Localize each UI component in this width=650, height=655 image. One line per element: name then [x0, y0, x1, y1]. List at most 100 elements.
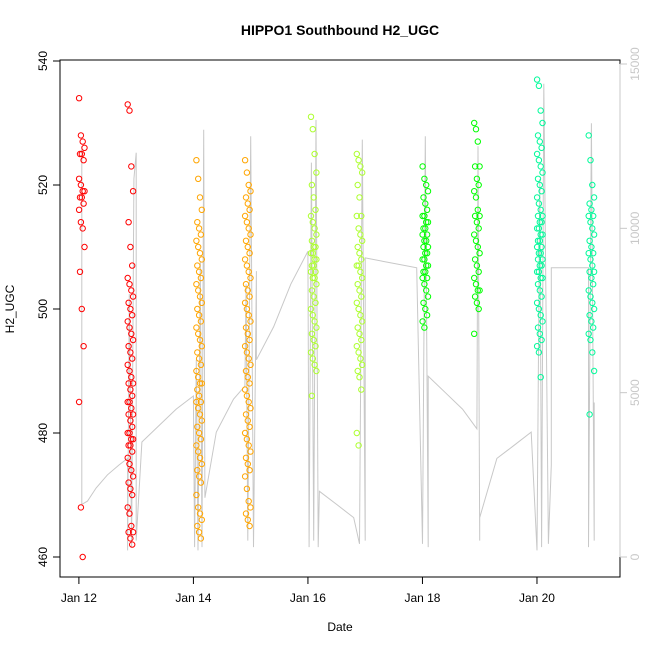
data-point	[307, 349, 315, 356]
data-point	[81, 243, 88, 251]
data-point	[588, 318, 595, 325]
data-point	[533, 150, 541, 158]
data-point	[589, 349, 596, 356]
data-point	[195, 405, 202, 412]
data-point	[536, 219, 543, 226]
data-point	[536, 138, 543, 145]
data-point	[193, 237, 200, 245]
data-point	[195, 429, 203, 437]
data-point	[242, 324, 250, 331]
data-point	[246, 206, 253, 214]
data-point	[78, 150, 86, 158]
data-point	[419, 212, 426, 220]
data-point	[424, 293, 432, 300]
data-point	[308, 392, 316, 399]
data-point	[476, 163, 483, 170]
data-point	[359, 169, 366, 176]
data-point	[313, 367, 320, 375]
data-point	[355, 262, 362, 269]
data-point	[195, 473, 203, 480]
x-tick-label: Jan 18	[404, 591, 440, 605]
data-point	[193, 442, 200, 449]
data-point	[313, 281, 320, 288]
data-point	[539, 318, 546, 325]
data-point	[247, 405, 254, 412]
data-point	[590, 324, 597, 331]
data-point	[128, 467, 135, 474]
data-point	[472, 281, 480, 288]
flight-series-9	[533, 76, 546, 381]
data-point	[129, 188, 137, 195]
data-point	[75, 175, 83, 183]
data-point	[359, 237, 366, 245]
data-point	[76, 268, 84, 275]
data-point	[474, 206, 481, 214]
data-point	[354, 181, 361, 189]
data-point	[590, 281, 597, 288]
x-axis-label: Date	[327, 620, 353, 634]
data-point	[78, 305, 86, 313]
data-point	[128, 330, 135, 337]
data-point	[476, 212, 483, 220]
data-point	[124, 274, 131, 282]
data-point	[242, 510, 250, 517]
data-point	[534, 324, 542, 331]
data-point	[128, 405, 135, 412]
altitude-line	[81, 83, 595, 551]
data-point	[536, 287, 543, 294]
data-point	[247, 231, 254, 238]
data-point	[241, 473, 249, 480]
data-point	[79, 553, 86, 561]
data-point	[245, 312, 252, 319]
data-point	[313, 256, 320, 263]
data-point	[81, 188, 88, 195]
data-point	[243, 219, 251, 226]
data-point	[247, 448, 254, 455]
data-point	[533, 225, 541, 232]
data-point	[198, 256, 206, 263]
data-point	[243, 392, 251, 399]
data-point	[241, 429, 249, 437]
data-point	[423, 181, 430, 189]
data-point	[247, 504, 254, 511]
data-point	[129, 473, 137, 480]
data-point	[357, 355, 364, 362]
altitude-layer	[81, 83, 595, 551]
data-point	[420, 268, 427, 275]
data-point	[536, 181, 543, 189]
data-point	[358, 336, 365, 344]
data-point	[125, 479, 132, 486]
flight-series-10	[585, 132, 598, 418]
data-point	[241, 299, 249, 306]
data-point	[129, 380, 137, 387]
data-point	[471, 188, 478, 195]
data-point	[533, 299, 541, 306]
data-point	[312, 343, 319, 350]
data-point	[355, 225, 362, 232]
data-point	[539, 274, 546, 282]
data-point	[471, 231, 478, 238]
data-point	[423, 287, 430, 294]
data-point	[129, 336, 137, 344]
data-point	[198, 206, 206, 214]
data-point	[129, 411, 137, 418]
data-point	[533, 194, 541, 201]
data-point	[587, 336, 594, 344]
data-point	[243, 262, 251, 269]
data-point	[537, 312, 544, 319]
data-point	[80, 343, 87, 350]
data-point	[197, 398, 205, 406]
data-point	[241, 212, 249, 220]
data-point	[125, 299, 132, 306]
data-point	[423, 206, 431, 214]
data-point	[124, 504, 131, 511]
data-point	[243, 349, 251, 356]
data-point	[244, 287, 252, 294]
data-point	[194, 305, 201, 313]
data-point	[127, 386, 134, 393]
data-point	[125, 343, 132, 350]
data-point	[423, 262, 430, 269]
data-point	[307, 305, 315, 313]
data-point	[539, 256, 546, 263]
data-point	[473, 262, 481, 269]
